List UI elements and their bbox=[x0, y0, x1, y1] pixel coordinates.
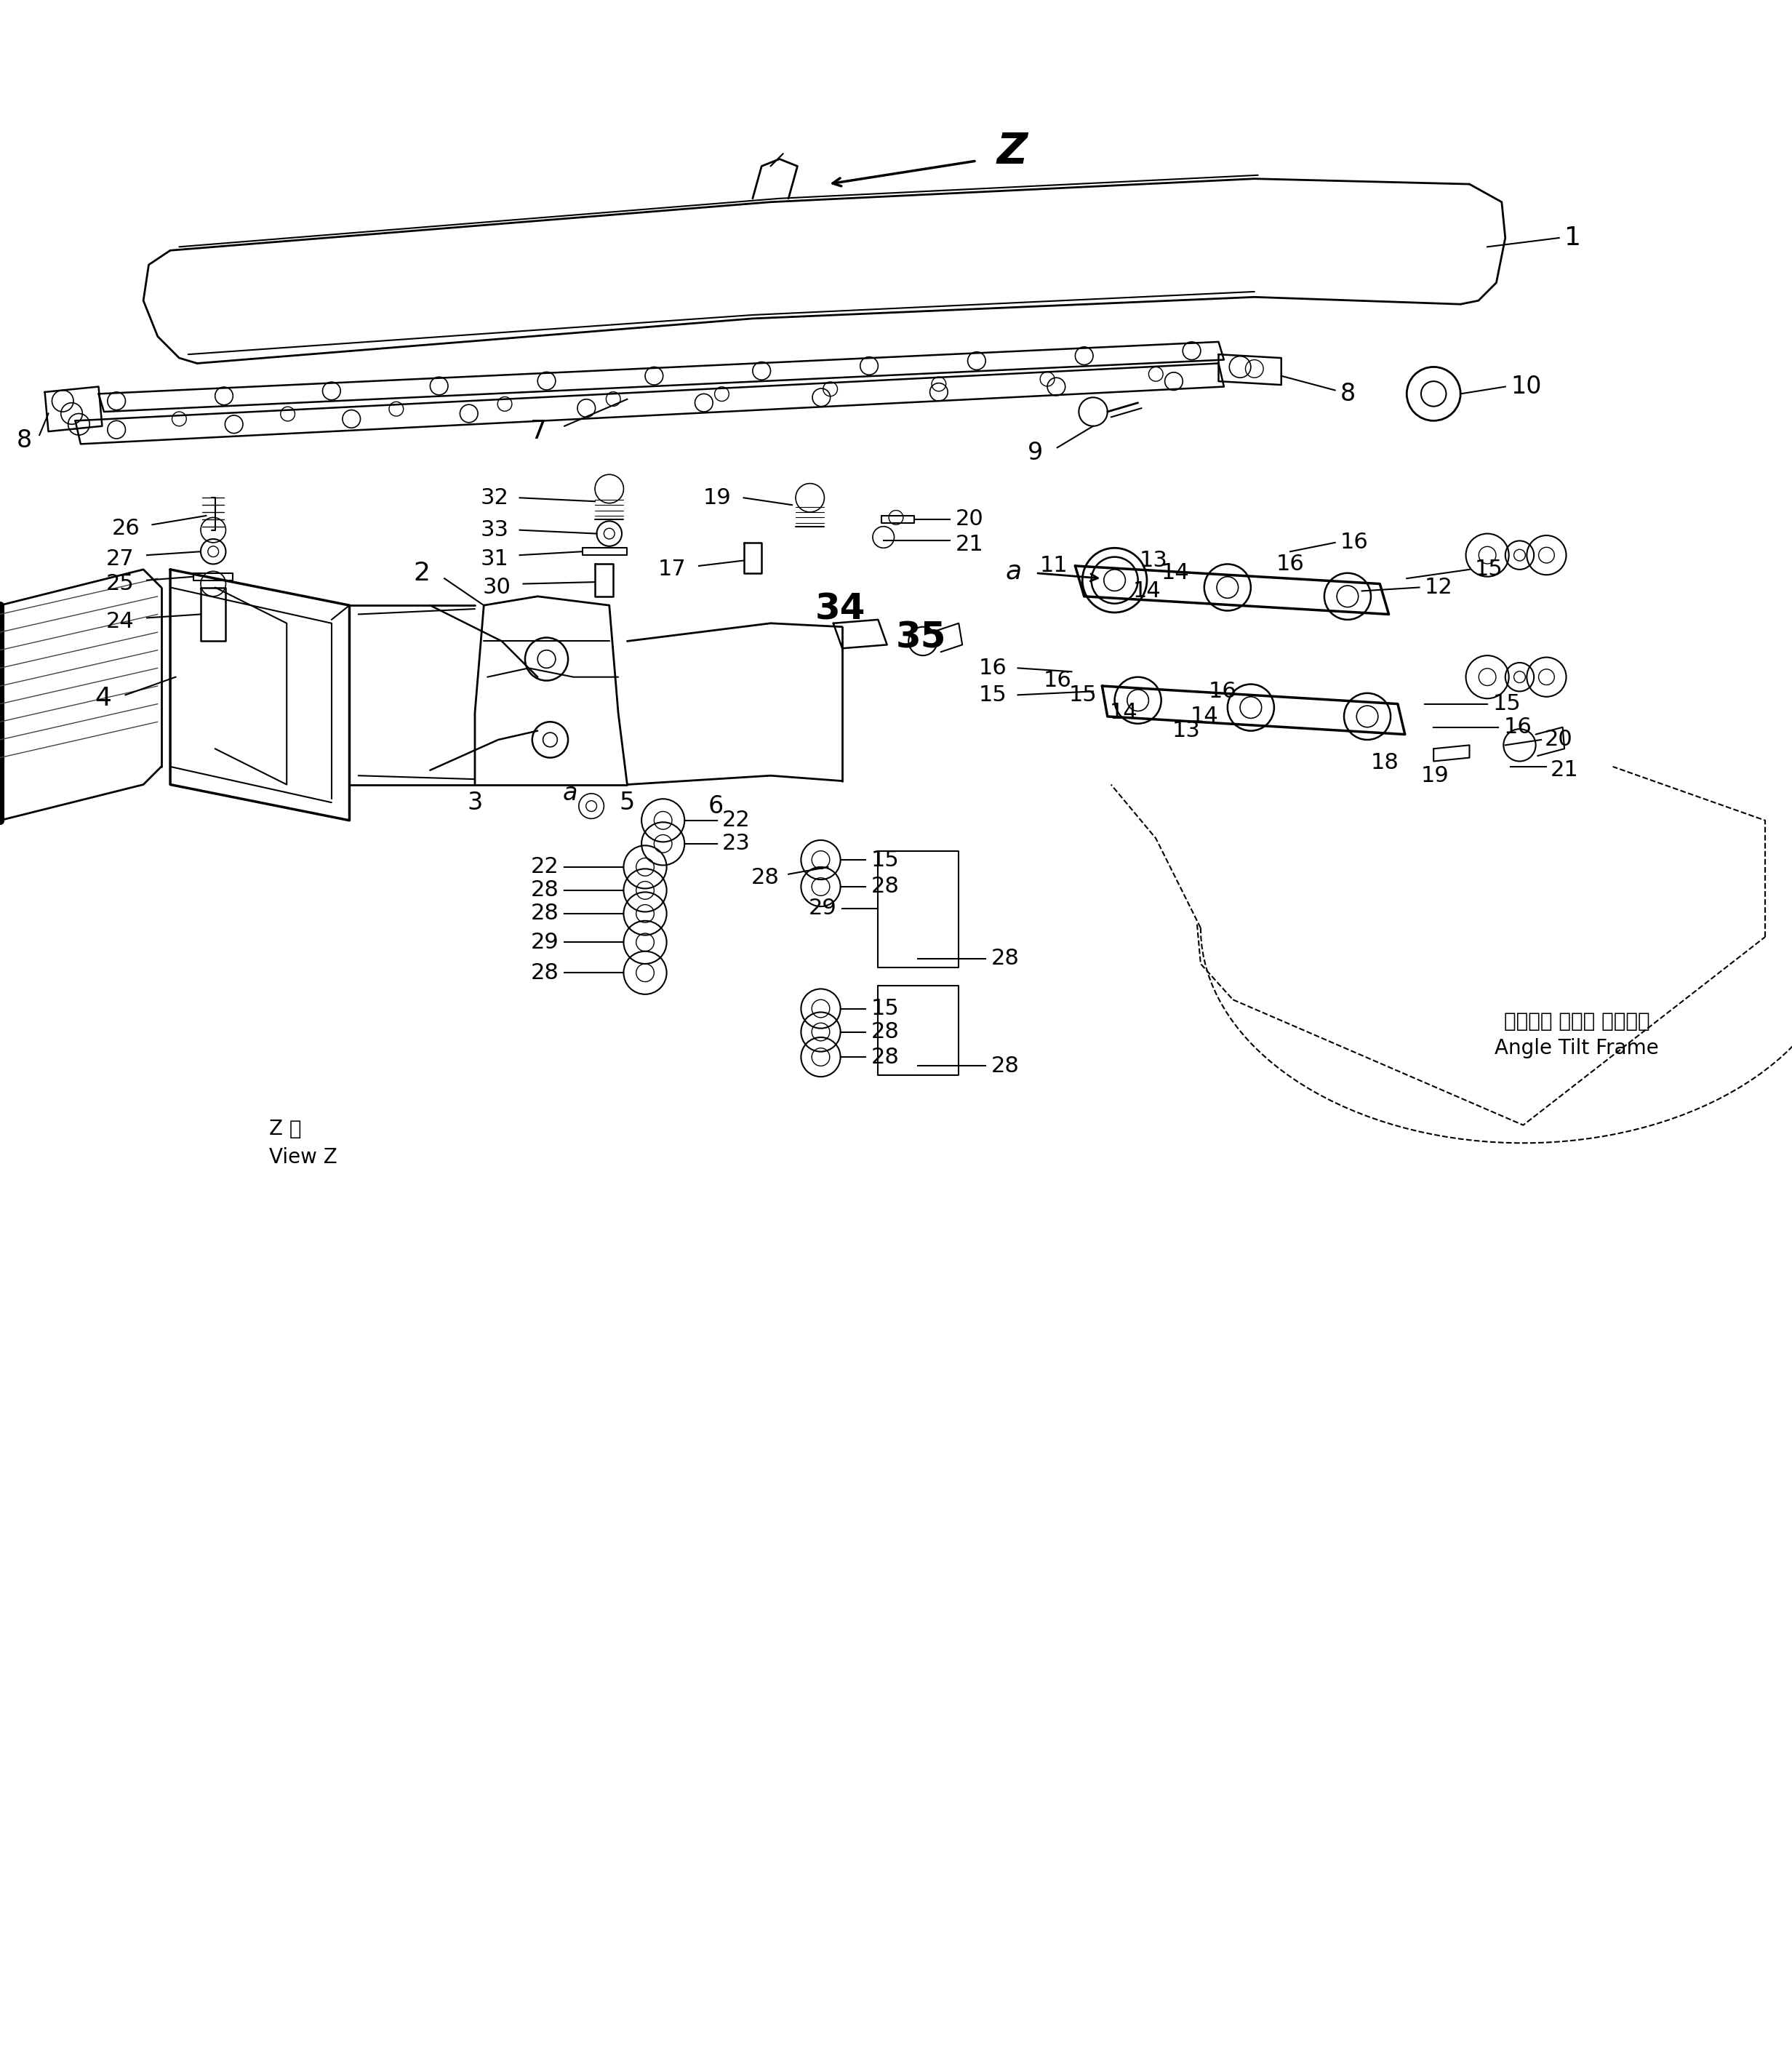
Text: 10: 10 bbox=[1511, 375, 1541, 398]
Text: 22: 22 bbox=[722, 810, 751, 830]
Text: 16: 16 bbox=[1503, 717, 1532, 737]
Text: 28: 28 bbox=[530, 903, 559, 924]
Text: 17: 17 bbox=[658, 559, 686, 580]
Text: 28: 28 bbox=[751, 868, 780, 888]
Text: 9: 9 bbox=[1027, 441, 1043, 466]
Text: 16: 16 bbox=[1276, 553, 1305, 574]
Text: 15: 15 bbox=[978, 683, 1007, 706]
Text: 32: 32 bbox=[480, 487, 509, 507]
Text: 5: 5 bbox=[620, 791, 634, 814]
Text: 28: 28 bbox=[530, 880, 559, 901]
Text: 8: 8 bbox=[16, 429, 32, 451]
Text: 16: 16 bbox=[978, 657, 1007, 679]
Text: 28: 28 bbox=[871, 1021, 900, 1042]
Text: 28: 28 bbox=[991, 949, 1020, 969]
Text: 15: 15 bbox=[1475, 559, 1503, 580]
Text: 15: 15 bbox=[1068, 683, 1097, 706]
Text: 8: 8 bbox=[1340, 381, 1357, 406]
Text: View Z: View Z bbox=[269, 1147, 337, 1168]
Text: 15: 15 bbox=[871, 998, 900, 1019]
Text: 22: 22 bbox=[530, 857, 559, 878]
Text: 24: 24 bbox=[106, 611, 134, 632]
Text: 16: 16 bbox=[1043, 671, 1072, 692]
Text: 16: 16 bbox=[1340, 532, 1369, 553]
Text: 23: 23 bbox=[722, 833, 751, 853]
Text: 19: 19 bbox=[1421, 764, 1450, 787]
Text: 29: 29 bbox=[808, 897, 837, 920]
Text: 28: 28 bbox=[530, 963, 559, 984]
Text: 20: 20 bbox=[955, 509, 984, 530]
Text: 15: 15 bbox=[1493, 694, 1521, 714]
Text: 14: 14 bbox=[1190, 706, 1219, 727]
Text: 35: 35 bbox=[896, 619, 946, 654]
Text: 12: 12 bbox=[1425, 578, 1453, 599]
Text: 14: 14 bbox=[1109, 702, 1138, 723]
Text: 29: 29 bbox=[530, 932, 559, 953]
Text: 13: 13 bbox=[1140, 551, 1168, 572]
Text: アングル チルト フレーム: アングル チルト フレーム bbox=[1503, 1011, 1650, 1031]
Text: 3: 3 bbox=[468, 791, 482, 814]
Text: 27: 27 bbox=[106, 549, 134, 570]
Text: 28: 28 bbox=[871, 876, 900, 897]
Text: Angle Tilt Frame: Angle Tilt Frame bbox=[1495, 1038, 1659, 1058]
Text: 13: 13 bbox=[1172, 721, 1201, 741]
Text: 7: 7 bbox=[530, 418, 547, 443]
Text: 1: 1 bbox=[1564, 226, 1581, 251]
Text: 21: 21 bbox=[1550, 760, 1579, 781]
Text: a: a bbox=[563, 781, 577, 806]
Text: 31: 31 bbox=[480, 549, 509, 570]
Text: 28: 28 bbox=[991, 1056, 1020, 1077]
Text: 21: 21 bbox=[955, 534, 984, 555]
Text: 20: 20 bbox=[1545, 729, 1573, 750]
Text: 14: 14 bbox=[1133, 580, 1161, 601]
Text: 4: 4 bbox=[95, 686, 111, 710]
Text: Z 視: Z 視 bbox=[269, 1118, 301, 1139]
Text: 16: 16 bbox=[1208, 681, 1236, 702]
Text: 26: 26 bbox=[111, 518, 140, 538]
Text: 2: 2 bbox=[414, 561, 430, 586]
Text: Z: Z bbox=[996, 130, 1029, 172]
Text: 18: 18 bbox=[1371, 752, 1400, 775]
Text: 33: 33 bbox=[480, 520, 509, 541]
Text: 11: 11 bbox=[1039, 555, 1068, 576]
Text: 34: 34 bbox=[815, 592, 866, 625]
Text: 14: 14 bbox=[1161, 563, 1190, 584]
Text: a: a bbox=[1005, 559, 1021, 584]
Text: 6: 6 bbox=[708, 793, 724, 818]
Text: 15: 15 bbox=[871, 849, 900, 870]
Text: 28: 28 bbox=[871, 1046, 900, 1067]
Text: 30: 30 bbox=[482, 578, 511, 599]
Text: 25: 25 bbox=[106, 574, 134, 594]
Text: 19: 19 bbox=[702, 487, 731, 507]
